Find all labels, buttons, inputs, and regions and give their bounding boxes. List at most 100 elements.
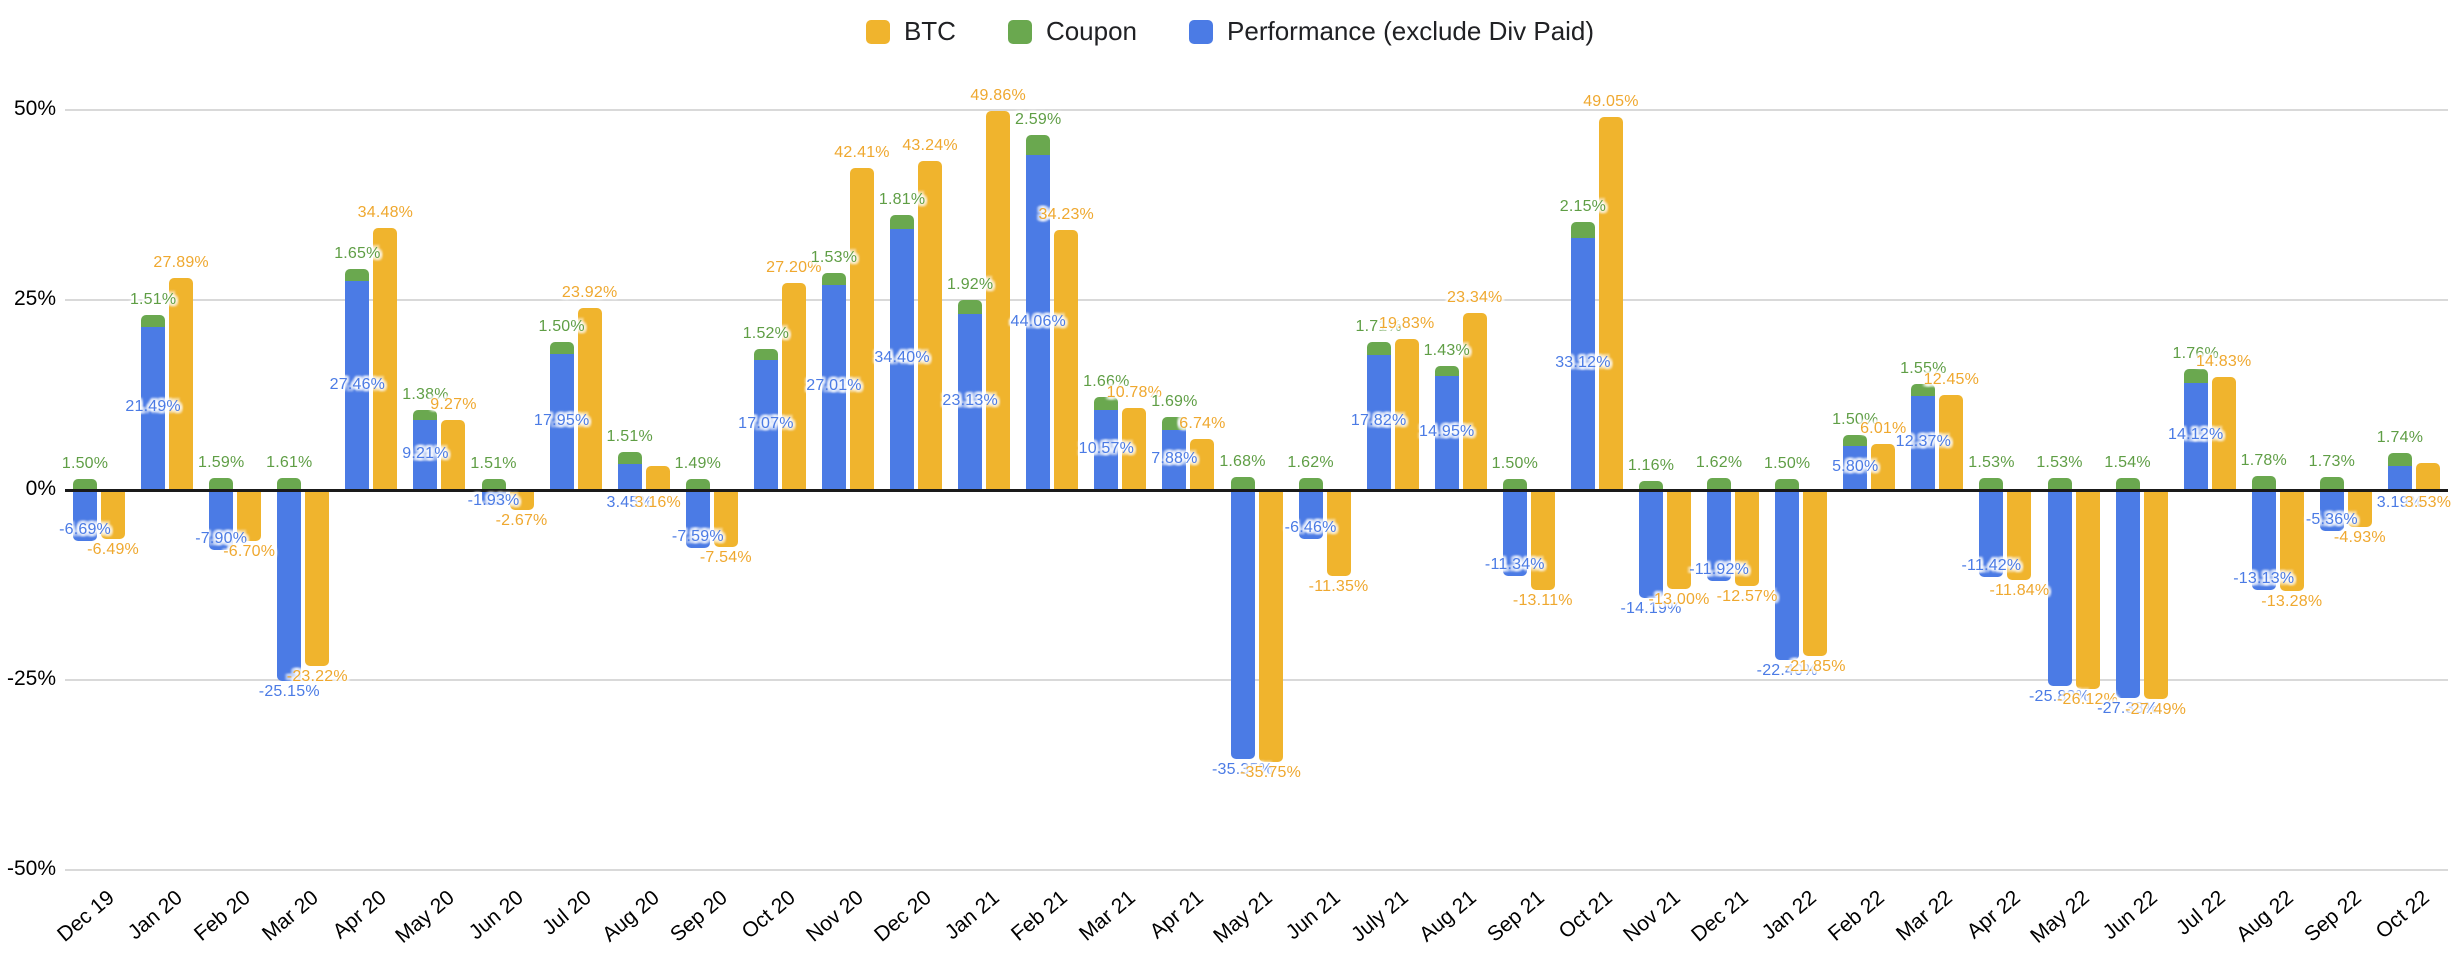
bar-btc [2279, 490, 2304, 591]
data-label-performance: 12.37% [1895, 432, 1952, 450]
bar-coupon [2183, 369, 2208, 383]
data-label-btc: -21.85% [1784, 658, 1846, 676]
data-label-btc: 34.48% [357, 203, 414, 221]
data-label-btc: -7.54% [699, 549, 752, 567]
bar-coupon [1502, 478, 1527, 490]
bar-coupon [890, 214, 915, 229]
data-label-btc: 9.27% [430, 395, 477, 413]
data-label-performance: 21.49% [125, 398, 181, 416]
data-label-btc: 27.20% [766, 259, 822, 277]
data-label-coupon: 1.50% [1763, 454, 1811, 472]
data-label-performance: 34.40% [874, 349, 930, 367]
bar-btc [509, 490, 534, 511]
data-label-performance: 33.12% [1555, 354, 1611, 372]
data-label-performance: 17.82% [1350, 412, 1407, 430]
bar-btc [986, 111, 1011, 490]
data-label-coupon: 1.65% [334, 244, 381, 262]
bar-coupon [345, 268, 370, 282]
data-label-performance: 7.88% [1151, 450, 1198, 468]
bar-coupon [1298, 477, 1323, 490]
data-label-btc: -13.11% [1512, 591, 1573, 609]
data-label-performance: -6.69% [59, 520, 111, 538]
y-tick-label: -25% [6, 667, 56, 690]
y-tick-label: 25% [13, 287, 56, 310]
data-label-coupon: 1.50% [1832, 410, 1879, 428]
bar-coupon [753, 348, 778, 361]
bar-coupon [1366, 341, 1391, 355]
bar-coupon [1162, 417, 1187, 431]
bar-performance [2387, 465, 2412, 490]
bar-performance [1162, 430, 1187, 490]
bar-performance [1843, 445, 1868, 490]
bar-coupon [481, 478, 506, 490]
y-tick-label: -50% [6, 857, 56, 880]
data-label-btc: 3.16% [634, 494, 681, 511]
bar-btc [1598, 117, 1623, 490]
data-label-coupon: 1.53% [810, 249, 858, 267]
legend-item-coupon: Coupon [1007, 16, 1137, 47]
bar-btc [1258, 490, 1283, 762]
chart-legend: BTC Coupon Performance (exclude Div Paid… [0, 16, 2460, 47]
bar-btc [1735, 490, 1760, 586]
bar-btc [1667, 490, 1691, 589]
bar-btc [1939, 395, 1964, 490]
data-label-btc: -6.70% [223, 542, 276, 560]
data-label-btc: -12.57% [1716, 587, 1778, 605]
data-label-performance: 9.21% [402, 445, 449, 462]
bar-btc [2143, 490, 2168, 699]
bar-btc [1462, 312, 1487, 490]
bar-btc [373, 227, 398, 490]
data-label-performance: 5.80% [1832, 457, 1879, 475]
data-label-coupon: 1.50% [538, 318, 585, 336]
bar-btc [918, 161, 943, 490]
data-label-performance: -14.19% [1620, 599, 1682, 617]
bar-coupon [1639, 481, 1663, 490]
bar-performance [1570, 238, 1595, 490]
data-label-performance: 3.45% [606, 494, 653, 511]
bar-performance [2251, 490, 2276, 590]
data-label-btc: 34.23% [1038, 205, 1094, 223]
bar-coupon [2047, 478, 2072, 490]
bar-coupon [1570, 221, 1595, 239]
data-label-btc: -26.12% [2057, 690, 2119, 708]
bar-btc [1394, 339, 1419, 490]
bar-btc [2007, 490, 2032, 580]
y-tick-label: 0% [25, 477, 56, 500]
bar-performance [549, 353, 574, 490]
bar-coupon [1843, 434, 1868, 446]
bar-coupon [2115, 478, 2140, 490]
data-label-performance: 23.13% [942, 392, 998, 410]
data-label-btc: 43.24% [902, 137, 958, 155]
data-label-coupon: 1.53% [1968, 454, 2015, 472]
data-label-performance: 17.07% [738, 415, 794, 433]
bar-coupon [141, 315, 166, 327]
bar-performance [1979, 490, 2004, 577]
bar-performance [890, 228, 915, 490]
data-label-coupon: 2.15% [1559, 197, 1607, 215]
legend-swatch-coupon [1007, 19, 1032, 44]
bar-performance [345, 281, 370, 490]
data-label-btc: -27.49% [2125, 700, 2187, 718]
bar-performance [1707, 490, 1732, 581]
bar-coupon [1434, 365, 1459, 377]
data-label-performance: 14.12% [2167, 426, 2224, 444]
data-label-coupon: 1.81% [878, 190, 926, 208]
bar-coupon [1094, 397, 1119, 410]
data-label-coupon: 1.50% [61, 454, 109, 472]
bar-btc [2347, 490, 2372, 528]
data-label-btc: 23.34% [1447, 288, 1503, 306]
bar-btc [441, 419, 466, 490]
bar-coupon [821, 273, 846, 285]
data-label-btc: 6.74% [1179, 414, 1226, 432]
data-label-btc: 10.78% [1106, 384, 1163, 402]
bar-performance [2115, 490, 2140, 699]
data-label-btc: -6.49% [87, 541, 139, 559]
bar-performance [685, 490, 710, 548]
bar-performance [617, 463, 642, 490]
bar-performance [481, 490, 506, 505]
data-label-coupon: 1.55% [1900, 360, 1947, 378]
bar-btc [849, 167, 874, 490]
data-label-performance: 27.46% [329, 375, 386, 393]
data-label-coupon: 2.59% [1015, 111, 1062, 129]
data-label-coupon: 1.62% [1695, 453, 1743, 471]
